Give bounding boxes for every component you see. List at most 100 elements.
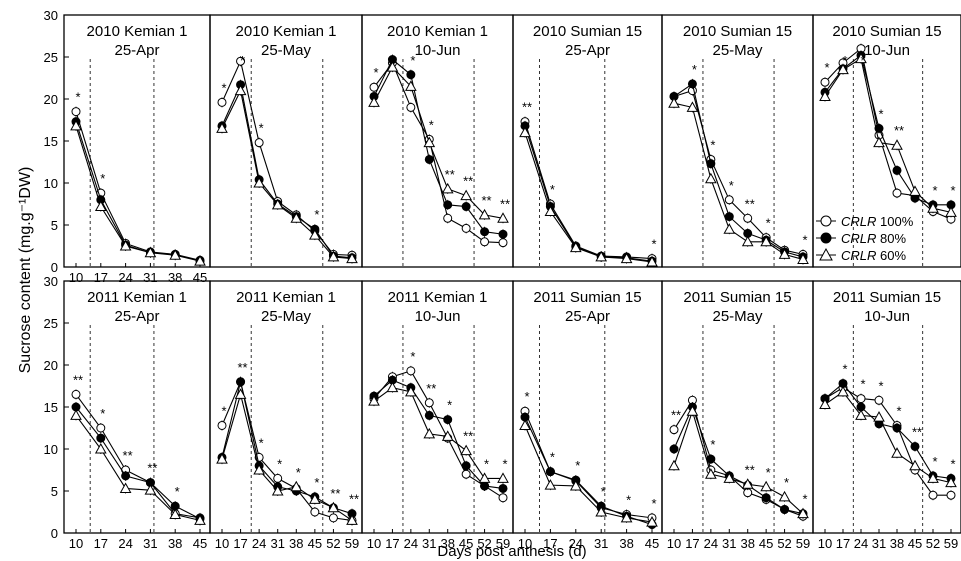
- x-tick-label: 17: [685, 536, 699, 551]
- significance-marker: **: [349, 492, 359, 507]
- panel-date-label: 25-May: [712, 42, 763, 59]
- data-point: [927, 472, 939, 483]
- significance-marker: *: [932, 454, 937, 469]
- data-point: [461, 469, 471, 479]
- data-point: [705, 468, 717, 479]
- x-tick-label: 24: [569, 536, 583, 551]
- data-point: [837, 385, 849, 397]
- chart-panel-1: 2010 Kemian 1 25-Apr 0 5 10 15 20 25 30 10 17 24 31 3…: [44, 8, 211, 285]
- data-point: [310, 507, 320, 517]
- series-line: [75, 394, 201, 519]
- y-tick-label: 10: [44, 442, 58, 457]
- data-point: [71, 107, 81, 117]
- significance-marker: *: [221, 80, 226, 95]
- x-tick-label: 24: [704, 536, 718, 551]
- data-point: [519, 126, 531, 138]
- y-tick-label: 15: [44, 400, 58, 415]
- significance-marker: **: [123, 448, 133, 463]
- data-point: [620, 252, 633, 264]
- data-point: [443, 200, 453, 210]
- data-point: [819, 398, 831, 409]
- data-point: [498, 493, 508, 503]
- data-point: [405, 80, 417, 91]
- data-point: [778, 248, 791, 259]
- significance-marker: **: [482, 193, 492, 208]
- data-point: [669, 444, 679, 454]
- legend-marker: [819, 247, 833, 261]
- data-point: [544, 205, 557, 217]
- data-point: [819, 90, 831, 101]
- significance-marker: *: [410, 53, 415, 68]
- panel-date-label: 25-May: [261, 42, 312, 59]
- data-point: [96, 423, 106, 433]
- data-point: [498, 238, 508, 248]
- data-point: [891, 447, 903, 458]
- x-tick-label: 31: [872, 536, 886, 551]
- data-point: [478, 472, 491, 483]
- data-point: [797, 253, 809, 264]
- significance-marker: *: [842, 361, 847, 376]
- series-line: [524, 132, 653, 263]
- data-point: [668, 97, 680, 108]
- significance-marker: **: [745, 196, 755, 211]
- data-point: [945, 206, 957, 217]
- data-point: [705, 172, 717, 184]
- significance-marker: *: [550, 450, 555, 465]
- panel-date-label: 25-Apr: [114, 308, 159, 325]
- data-point: [873, 411, 885, 422]
- x-tick-label: 31: [722, 536, 736, 551]
- data-point: [119, 482, 132, 493]
- x-tick-label: 31: [143, 536, 157, 551]
- x-tick-label: 52: [777, 536, 791, 551]
- data-point: [480, 237, 490, 247]
- data-point: [234, 84, 247, 96]
- x-tick-label: 45: [908, 536, 922, 551]
- x-tick-label: 59: [496, 536, 510, 551]
- data-point: [424, 410, 434, 420]
- significance-marker: *: [878, 378, 883, 393]
- data-point: [368, 96, 380, 107]
- significance-marker: *: [296, 465, 301, 480]
- x-tick-label: 52: [326, 536, 340, 551]
- x-axis-label: Days post anthesis (d): [437, 543, 586, 560]
- y-tick-label: 30: [44, 274, 58, 289]
- x-tick-label: 17: [233, 536, 247, 551]
- significance-marker: *: [447, 398, 452, 413]
- panel-date-label: 25-Apr: [565, 42, 610, 59]
- data-point: [169, 249, 182, 260]
- significance-marker: *: [601, 484, 606, 499]
- chart-panels: 2010 Kemian 1 25-Apr 0 5 10 15 20 25 30 10 17 24 31 3…: [44, 8, 961, 551]
- x-tick-label: 59: [944, 536, 958, 551]
- data-point: [892, 188, 902, 198]
- data-point: [544, 479, 557, 490]
- significance-marker: **: [463, 174, 473, 189]
- data-point: [443, 213, 453, 223]
- x-tick-label: 24: [252, 536, 266, 551]
- data-point: [194, 255, 206, 266]
- significance-marker: *: [575, 458, 580, 473]
- data-point: [874, 395, 884, 405]
- legend-label: CRLR 100%: [841, 214, 914, 229]
- significance-marker: *: [373, 65, 378, 80]
- data-point: [443, 415, 453, 425]
- significance-marker: **: [147, 461, 157, 476]
- data-point: [646, 255, 658, 267]
- y-tick-label: 25: [44, 50, 58, 65]
- data-point: [461, 223, 471, 233]
- x-tick-label: 24: [854, 536, 868, 551]
- panel-date-label: 10-Jun: [864, 42, 910, 59]
- data-point: [234, 388, 247, 399]
- data-point: [309, 493, 321, 504]
- significance-marker: **: [330, 486, 340, 501]
- panel-frame: [812, 14, 961, 268]
- series-line: [75, 121, 201, 262]
- significance-marker: *: [766, 216, 771, 231]
- significance-marker: *: [842, 53, 847, 68]
- x-tick-label: 17: [385, 536, 399, 551]
- significance-marker: *: [950, 183, 955, 198]
- data-point: [406, 70, 416, 80]
- panel-date-label: 25-Apr: [565, 308, 610, 325]
- significance-marker: **: [426, 381, 436, 396]
